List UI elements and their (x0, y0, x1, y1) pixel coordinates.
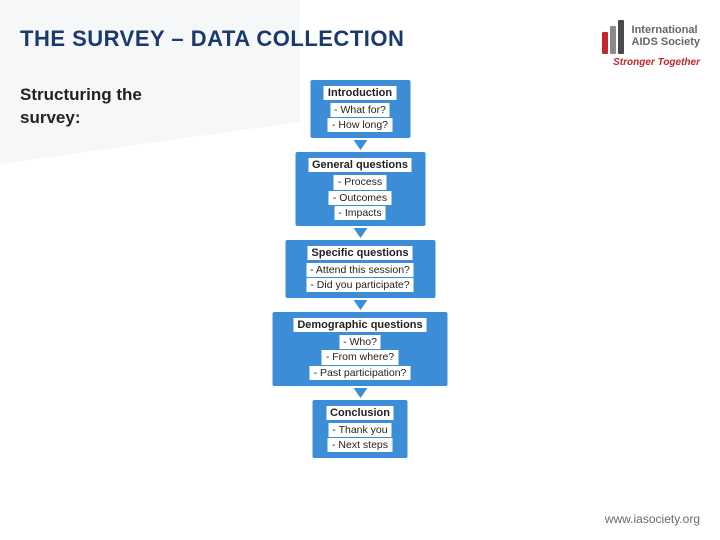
flow-arrow-icon (353, 388, 367, 398)
flow-box: Specific questions - Attend this session?… (285, 240, 435, 298)
logo-mark (602, 20, 624, 54)
flow-box: Demographic questions - Who?- From where?… (273, 312, 448, 386)
flow-box-title: Conclusion (326, 406, 394, 420)
flow-box-item: - Next steps (328, 438, 392, 452)
flow-box: Conclusion - Thank you- Next steps (313, 400, 408, 458)
flow-box-item: - What for? (330, 103, 390, 117)
logo-text: International AIDS Society (632, 25, 700, 48)
flow-box-title: Demographic questions (293, 318, 426, 332)
flow-box: Introduction - What for?- How long? (310, 80, 410, 138)
flow-box-item: - From where? (322, 350, 398, 364)
logo-bar (618, 20, 624, 54)
footer-url: www.iasociety.org (605, 512, 700, 526)
logo: International AIDS Society Stronger Toge… (602, 20, 700, 68)
flow-box-item: - Outcomes (329, 191, 391, 205)
subtitle-line2: survey: (20, 108, 80, 127)
slide-title: THE SURVEY – DATA COLLECTION (20, 26, 404, 52)
flow-box-title: General questions (308, 158, 412, 172)
flow-box-title: Introduction (324, 86, 396, 100)
flow-arrow-icon (353, 228, 367, 238)
flow-box-item: - Thank you (328, 423, 391, 437)
flow-arrow-icon (353, 300, 367, 310)
flow-box-item: - How long? (328, 118, 392, 132)
flow-box-item: - Process (334, 175, 386, 189)
logo-line2: AIDS Society (632, 37, 700, 49)
flow-box-item: - Did you participate? (306, 278, 413, 292)
flow-box-item: - Impacts (334, 206, 385, 220)
logo-bar (610, 26, 616, 54)
subtitle: Structuring the survey: (20, 84, 142, 130)
logo-bar (602, 32, 608, 54)
flow-box-title: Specific questions (307, 246, 412, 260)
flow-box-item: - Past participation? (310, 366, 411, 380)
flow-box-item: - Who? (339, 335, 381, 349)
logo-tagline: Stronger Together (602, 57, 700, 68)
subtitle-line1: Structuring the (20, 85, 142, 104)
flow-box: General questions - Process - Outcomes- Im… (295, 152, 425, 226)
flowchart: Introduction - What for?- How long? Genera… (273, 80, 448, 458)
flow-box-item: - Attend this session? (306, 263, 414, 277)
flow-arrow-icon (353, 140, 367, 150)
